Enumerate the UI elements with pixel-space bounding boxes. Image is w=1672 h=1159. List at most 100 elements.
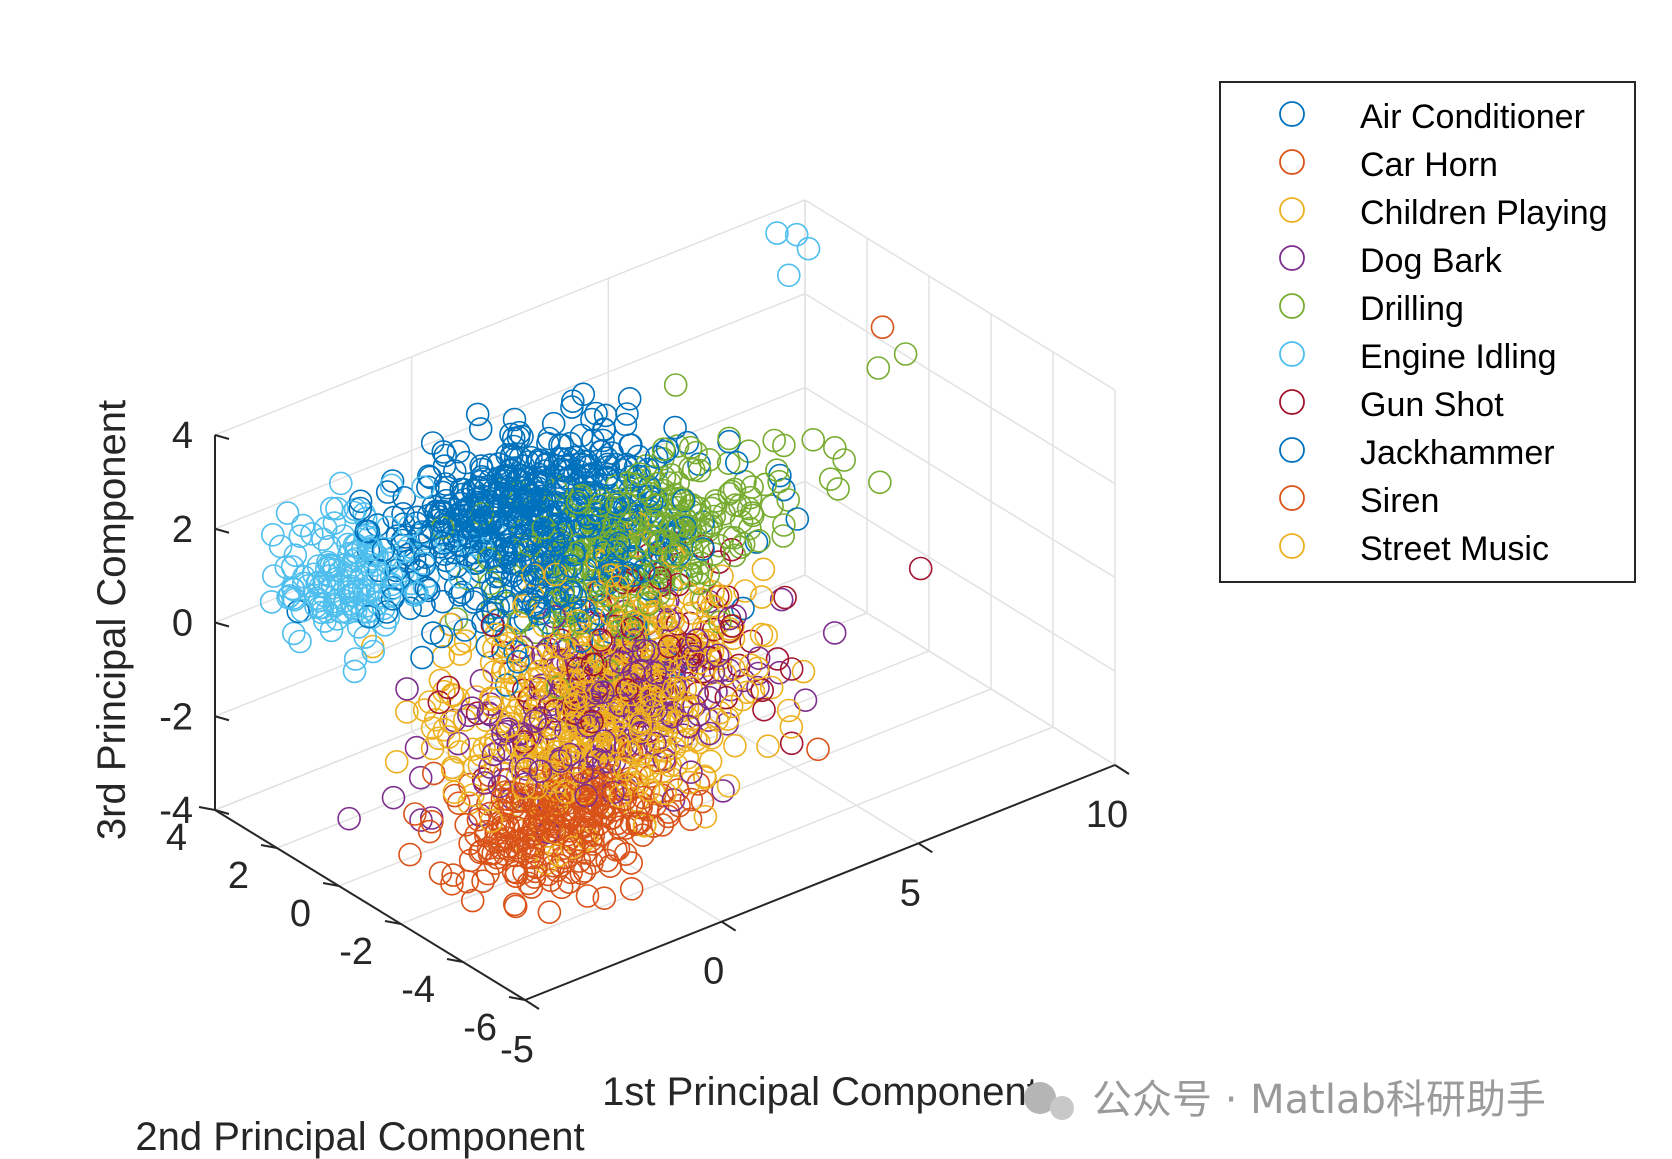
scatter-point bbox=[494, 673, 519, 697]
scatter-point bbox=[870, 315, 895, 340]
scatter-point bbox=[567, 849, 592, 873]
scatter-point bbox=[617, 615, 641, 640]
scatter-point bbox=[525, 577, 550, 602]
scatter-point bbox=[506, 649, 530, 674]
scatter-point bbox=[608, 650, 633, 674]
scatter-point bbox=[311, 527, 335, 552]
scatter-point bbox=[711, 779, 735, 803]
x-tick-label: 5 bbox=[900, 872, 921, 914]
scatter-point bbox=[319, 496, 344, 521]
scatter-point bbox=[719, 537, 744, 562]
scatter-point bbox=[363, 553, 387, 577]
legend-item[interactable]: Siren bbox=[1279, 482, 1439, 520]
scatter-point bbox=[288, 524, 313, 549]
scatter-point bbox=[551, 579, 576, 604]
scatter-point bbox=[762, 428, 787, 453]
scatter-point bbox=[532, 542, 556, 567]
scatter-point bbox=[379, 473, 404, 498]
scatter-point bbox=[567, 540, 592, 565]
scatter-point bbox=[467, 754, 492, 778]
scatter-point bbox=[594, 465, 619, 490]
scatter-point bbox=[487, 686, 512, 710]
scatter-point bbox=[610, 458, 635, 482]
axes-lines bbox=[198, 434, 1130, 1010]
scatter-point bbox=[648, 566, 672, 590]
legend-item[interactable]: Dog Bark bbox=[1279, 242, 1503, 280]
scatter-point bbox=[691, 615, 716, 640]
legend-item[interactable]: Car Horn bbox=[1279, 146, 1498, 184]
scatter-point bbox=[605, 492, 630, 516]
scatter-point bbox=[510, 789, 535, 813]
scatter-point bbox=[433, 472, 458, 496]
scatter-point bbox=[436, 675, 461, 700]
scatter-point bbox=[559, 580, 584, 604]
scatter-point bbox=[866, 356, 891, 380]
scatter-point bbox=[632, 813, 657, 838]
scatter-point bbox=[568, 621, 593, 646]
scatter-point bbox=[627, 811, 652, 835]
legend-item[interactable]: Gun Shot bbox=[1279, 386, 1504, 424]
scatter-point bbox=[480, 613, 505, 637]
legend-item[interactable]: Jackhammer bbox=[1279, 434, 1555, 472]
scatter-point bbox=[576, 796, 600, 820]
scatter-point bbox=[600, 603, 625, 628]
z-axis-label: 3rd Principal Component bbox=[90, 400, 134, 840]
legend[interactable]: Air Conditioner Car Horn Children Playing D… bbox=[1219, 81, 1636, 583]
scatter-point bbox=[480, 687, 504, 712]
scatter-point bbox=[591, 749, 616, 774]
scatter-point bbox=[592, 710, 617, 735]
scatter-point bbox=[536, 862, 560, 887]
scatter-point bbox=[342, 659, 367, 684]
scatter-point bbox=[438, 612, 463, 637]
scatter-point bbox=[344, 540, 368, 565]
legend-item[interactable]: Street Music bbox=[1279, 530, 1549, 568]
y-tick-label: -4 bbox=[401, 969, 435, 1011]
scatter-point bbox=[582, 659, 606, 684]
scatter-point bbox=[801, 427, 826, 452]
legend-item[interactable]: Drilling bbox=[1279, 290, 1464, 328]
grid-line-z-back bbox=[214, 293, 806, 530]
scatter-point bbox=[501, 426, 526, 451]
legend-item[interactable]: Air Conditioner bbox=[1279, 98, 1585, 136]
watermark-text: 公众号 · Matlab科研助手 bbox=[1092, 1077, 1546, 1123]
scatter-point bbox=[772, 513, 796, 537]
scatter-point bbox=[705, 643, 730, 668]
scatter-point bbox=[261, 564, 286, 588]
legend-item[interactable]: Children Playing bbox=[1279, 194, 1608, 232]
scatter-point bbox=[367, 558, 391, 583]
legend-label: Siren bbox=[1360, 482, 1439, 520]
scatter-point bbox=[560, 395, 584, 419]
scatter-point bbox=[317, 552, 342, 577]
scatter-point bbox=[484, 727, 508, 751]
legend-item[interactable]: Engine Idling bbox=[1279, 338, 1557, 376]
scatter-point bbox=[412, 698, 437, 722]
scatter-point bbox=[417, 819, 442, 844]
scatter-point bbox=[354, 519, 379, 543]
scatter-point bbox=[515, 524, 540, 549]
scatter-point bbox=[569, 629, 594, 653]
scatter-point bbox=[466, 807, 491, 832]
scatter-point bbox=[416, 475, 440, 500]
scatter-point bbox=[652, 465, 677, 490]
scatter-point bbox=[395, 700, 419, 724]
scatter-point bbox=[375, 480, 400, 504]
scatter-point bbox=[490, 787, 515, 811]
scatter-point bbox=[453, 618, 477, 642]
scatter-point bbox=[562, 693, 587, 717]
scatter-point bbox=[471, 467, 496, 491]
scatter-point bbox=[482, 506, 506, 530]
scatter-point bbox=[487, 774, 512, 799]
legend-label: Car Horn bbox=[1360, 146, 1498, 184]
scatter-point bbox=[446, 439, 471, 464]
scatter-point bbox=[673, 515, 697, 540]
scatter-point bbox=[348, 496, 373, 521]
scatter-point bbox=[751, 557, 776, 582]
scatter-point bbox=[491, 656, 516, 681]
scatter-point bbox=[541, 801, 566, 825]
scatter-point bbox=[518, 645, 543, 670]
scatter-point bbox=[566, 656, 590, 681]
scatter-point bbox=[638, 764, 663, 789]
scatter-point bbox=[675, 706, 700, 730]
scatter-point bbox=[643, 661, 668, 685]
scatter-point bbox=[528, 759, 553, 784]
